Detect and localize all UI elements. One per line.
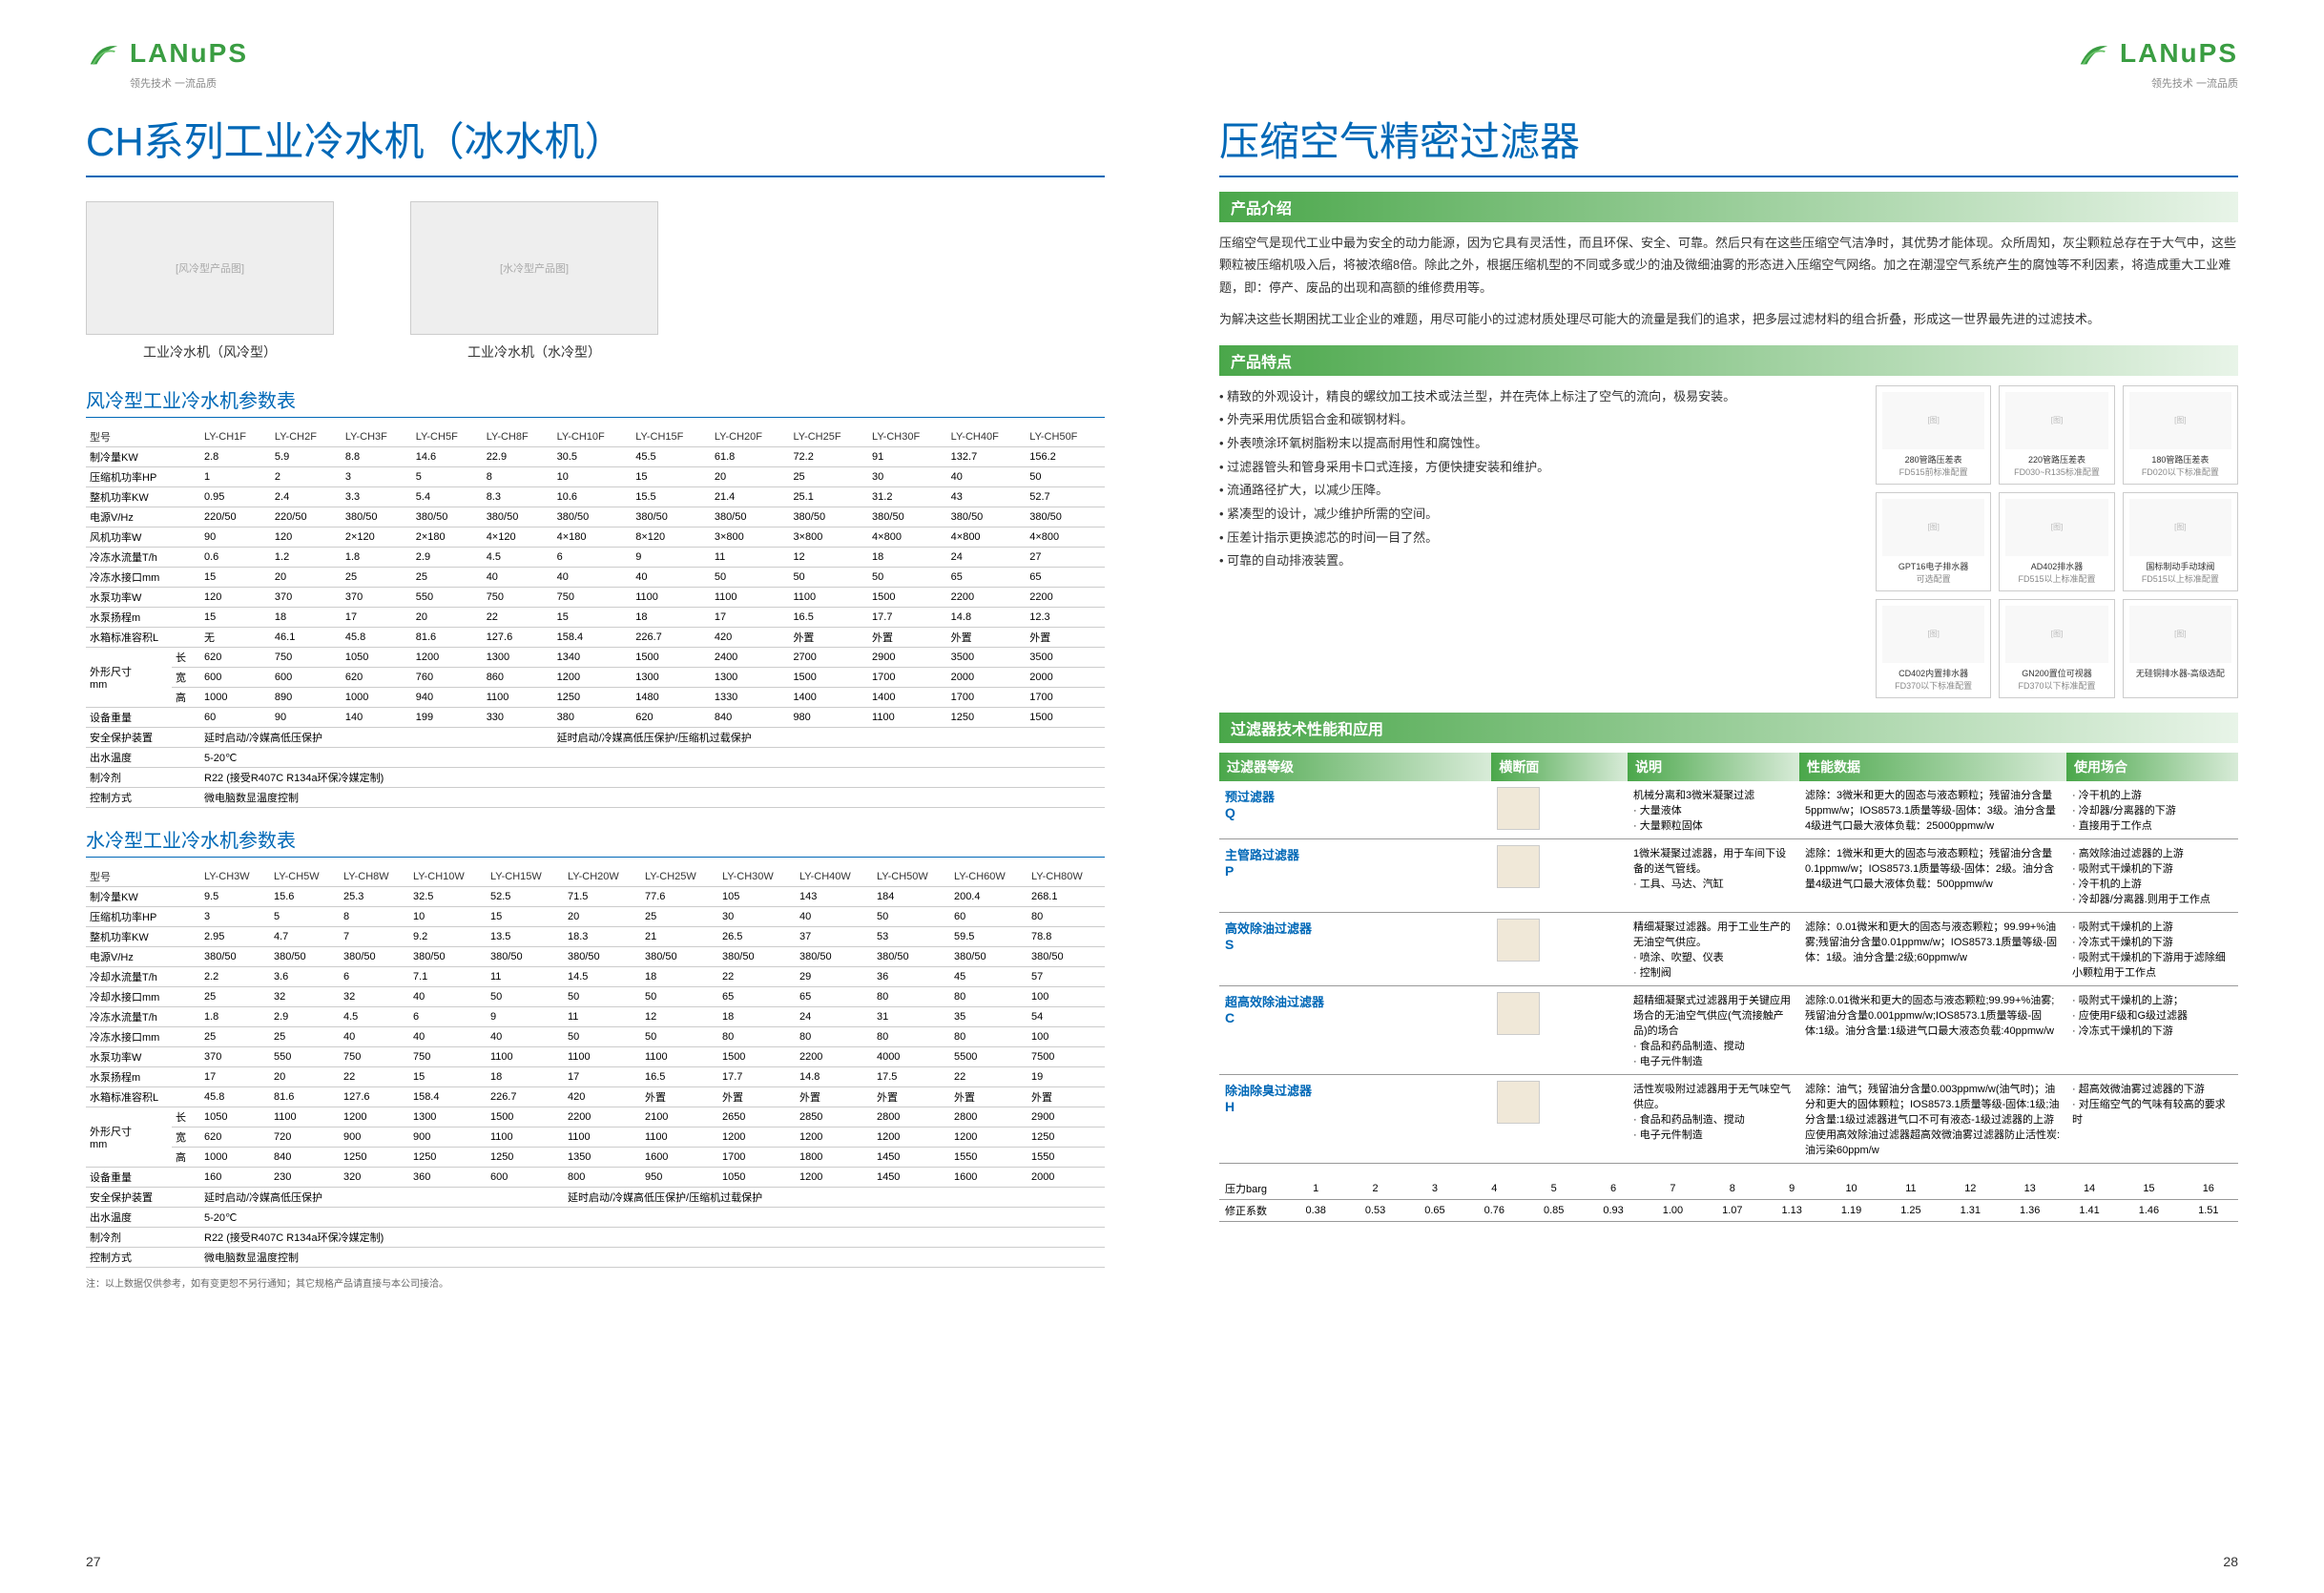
filter-row: 高效除油过滤器S精细凝聚过滤器。用于工业生产的无油空气供应。· 喷涂、吹塑、仪表… [1219,912,2238,985]
product-image-water: [水冷型产品图] [410,201,658,335]
page-title-right: 压缩空气精密过滤器 [1219,110,2238,177]
logo-block-right: LANuPS 领先技术 一流品质 [1219,38,2238,91]
section-intro-header: 产品介绍 [1219,192,2238,222]
accessory-item: [图]220管路压差表FD030~R135标准配置 [1999,385,2114,485]
accessory-item: [图]180管路压差表FD020以下标准配置 [2123,385,2238,485]
accessory-item: [图]CD402内置排水器FD370以下标准配置 [1876,599,1991,698]
caption-air: 工业冷水机（风冷型） [143,342,277,362]
table1-title: 风冷型工业冷水机参数表 [86,385,1105,418]
footnote: 注：以上数据仅供参考，如有变更恕不另行通知；其它规格产品请直接与本公司接洽。 [86,1275,1105,1290]
leaf-logo-icon [86,38,122,69]
brand-name: LANuPS [130,38,248,69]
cross-section-icon [1497,1081,1540,1124]
cross-section-icon [1497,919,1540,962]
caption-water: 工业冷水机（水冷型） [467,342,601,362]
leaf-logo-icon [2076,38,2112,69]
logo-block: LANuPS 领先技术 一流品质 [86,38,1105,91]
product-image-air: [风冷型产品图] [86,201,334,335]
table2-title: 水冷型工业冷水机参数表 [86,825,1105,858]
filter-row: 除油除臭过滤器H活性炭吸附过滤器用于无气味空气供应。· 食品和药品制造、搅动· … [1219,1074,2238,1163]
accessory-item: [图]无硅铜排水器-高级选配 [2123,599,2238,698]
accessory-item: [图]国标制动手动球阀FD515以上标准配置 [2123,492,2238,591]
accessory-item: [图]280管路压差表FD515前标准配置 [1876,385,1991,485]
product-images: [风冷型产品图] 工业冷水机（风冷型） [水冷型产品图] 工业冷水机（水冷型） [86,201,1105,362]
cross-section-icon [1497,845,1540,888]
accessory-item: [图]GN200置位可视器FD370以下标准配置 [1999,599,2114,698]
accessory-item: [图]AD402排水器FD515以上标准配置 [1999,492,2114,591]
page-right: LANuPS 领先技术 一流品质 压缩空气精密过滤器 产品介绍 压缩空气是现代工… [1162,0,2324,1593]
spec-table-air: 型号LY-CH1FLY-CH2FLY-CH3FLY-CH5FLY-CH8FLY-… [86,427,1105,808]
intro-text: 压缩空气是现代工业中最为安全的动力能源，因为它具有灵活性，而且环保、安全、可靠。… [1219,232,2238,331]
page-number-left: 27 [86,1554,101,1569]
filter-row: 主管路过滤器P1微米凝聚过滤器，用于车间下设备的送气管线。· 工具、马达、汽缸滤… [1219,838,2238,912]
section-filter-header: 过滤器技术性能和应用 [1219,713,2238,743]
brand-tagline: 领先技术 一流品质 [1219,75,2238,91]
filter-row: 预过滤器Q机械分离和3微米凝聚过滤· 大量液体· 大量颗粒固体滤除：3微米和更大… [1219,781,2238,839]
brand-name: LANuPS [2120,38,2238,69]
filter-row: 超高效除油过滤器C超精细凝聚式过滤器用于关键应用场合的无油空气供应(气流接触产品… [1219,985,2238,1074]
brand-tagline: 领先技术 一流品质 [130,75,1105,91]
pressure-table: 压力barg12345678910111213141516修正系数0.380.5… [1219,1178,2238,1222]
section-features-header: 产品特点 [1219,345,2238,376]
page-number-right: 28 [2223,1554,2238,1569]
filter-table: 过滤器等级横断面说明性能数据使用场合预过滤器Q机械分离和3微米凝聚过滤· 大量液… [1219,753,2238,1164]
spec-table-water: 型号LY-CH3WLY-CH5WLY-CH8WLY-CH10WLY-CH15WL… [86,867,1105,1268]
cross-section-icon [1497,787,1540,830]
accessory-item: [图]GPT16电子排水器可选配置 [1876,492,1991,591]
cross-section-icon [1497,992,1540,1035]
page-title-left: CH系列工业冷水机（冰水机） [86,110,1105,177]
page-left: LANuPS 领先技术 一流品质 CH系列工业冷水机（冰水机） [风冷型产品图]… [0,0,1162,1593]
accessory-grid: [图]280管路压差表FD515前标准配置[图]220管路压差表FD030~R1… [1876,385,2238,698]
feature-list: 精致的外观设计，精良的螺纹加工技术或法兰型，并在壳体上标注了空气的流向，极易安装… [1219,385,1847,574]
